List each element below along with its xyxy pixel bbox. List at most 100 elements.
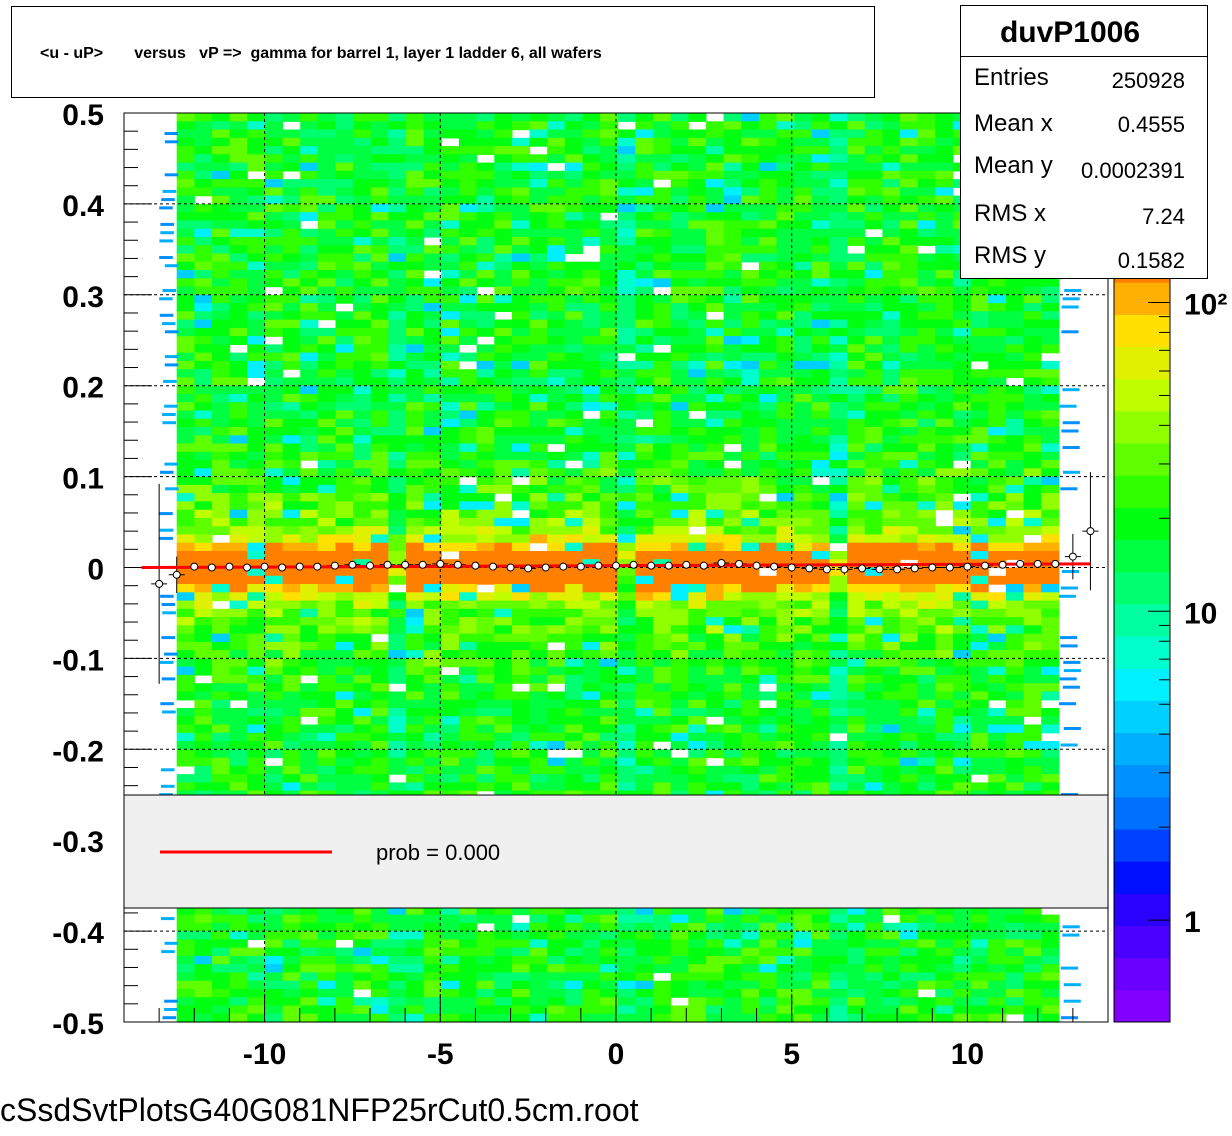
heatmap-cell	[494, 906, 513, 916]
heatmap-cell	[423, 741, 442, 750]
heatmap-cell	[706, 526, 725, 536]
heatmap-cell	[317, 765, 336, 775]
heatmap-cell	[282, 162, 301, 172]
heatmap-cell	[600, 501, 619, 511]
heatmap-cell	[794, 724, 813, 734]
heatmap-cell	[688, 212, 707, 222]
heatmap-cell	[423, 931, 442, 940]
heatmap-cell	[388, 608, 407, 618]
heatmap-cell	[900, 311, 919, 321]
heatmap-cell	[794, 187, 813, 197]
heatmap-cell	[917, 187, 936, 197]
heatmap-cell	[494, 245, 513, 255]
heatmap-cell	[229, 129, 248, 139]
heatmap-cell	[476, 658, 495, 668]
heatmap-cell	[529, 427, 548, 436]
heatmap-cell	[564, 303, 583, 312]
heatmap-cell	[776, 352, 795, 362]
heatmap-cell	[441, 1013, 460, 1023]
heatmap-cell	[494, 344, 513, 354]
heatmap-cell	[935, 724, 954, 734]
heatmap-cell	[741, 674, 760, 684]
heatmap-cell	[494, 286, 513, 296]
heatmap-cell	[864, 997, 883, 1007]
heatmap-cell	[882, 360, 901, 370]
heatmap-cell	[547, 113, 566, 122]
heatmap-cell	[494, 220, 513, 230]
heatmap-cell	[723, 327, 742, 337]
heatmap-cell	[335, 724, 354, 734]
heatmap-cell	[847, 443, 866, 453]
heatmap-cell	[282, 939, 301, 949]
heatmap-cell	[970, 427, 989, 436]
heatmap-cell	[300, 179, 319, 188]
heatmap-cell	[370, 757, 389, 767]
heatmap-cell	[212, 988, 231, 998]
heatmap-cell	[600, 179, 619, 188]
heatmap-cell	[212, 245, 231, 255]
heatmap-cell	[564, 625, 583, 635]
heatmap-cell	[688, 964, 707, 974]
heatmap-cell	[229, 509, 248, 519]
heatmap-cell	[617, 666, 636, 676]
heatmap-cell	[653, 988, 672, 998]
heatmap-cell	[688, 303, 707, 312]
heatmap-cell	[582, 121, 601, 131]
heatmap-cell	[494, 608, 513, 618]
heatmap-cell	[564, 410, 583, 420]
heatmap-cell	[952, 922, 972, 932]
heatmap-cell	[582, 774, 601, 783]
heatmap-cell	[511, 559, 531, 569]
heatmap-cell	[212, 641, 231, 651]
heatmap-cell	[476, 765, 495, 775]
heatmap-cell	[811, 129, 830, 139]
heatmap-cell	[952, 972, 972, 982]
heatmap-cell	[952, 501, 972, 511]
heatmap-cell	[547, 633, 566, 643]
heatmap-cell	[370, 774, 389, 783]
heatmap-cell	[900, 360, 919, 370]
heatmap-cell	[264, 724, 284, 734]
heatmap-cell	[688, 427, 707, 436]
heatmap-cell	[423, 517, 442, 527]
heatmap-cell	[582, 418, 601, 428]
heatmap-cell	[441, 484, 460, 494]
heatmap-cell	[882, 724, 901, 734]
heatmap-cell	[370, 394, 389, 403]
heatmap-cell	[370, 187, 389, 197]
heatmap-cell	[670, 187, 689, 197]
heatmap-cell	[670, 526, 689, 536]
heatmap-cell	[247, 237, 266, 246]
heatmap-cell	[300, 666, 319, 676]
heatmap-cell	[441, 327, 460, 337]
heatmap-cell	[970, 716, 989, 726]
heatmap-cell	[511, 327, 531, 337]
heatmap-cell	[317, 939, 336, 949]
heatmap-cell	[706, 691, 725, 701]
heatmap-cell	[723, 319, 742, 329]
heatmap-cell	[970, 451, 989, 461]
heatmap-cell	[600, 278, 619, 288]
heatmap-cell	[388, 261, 407, 271]
heatmap-cell	[847, 435, 866, 445]
heatmap-cell	[300, 633, 319, 643]
heatmap-cell	[494, 1013, 513, 1023]
heatmap-cell	[353, 195, 372, 205]
heatmap-cell	[564, 641, 583, 651]
heatmap-cell	[917, 650, 936, 659]
heatmap-cell	[511, 732, 531, 742]
heatmap-cell	[758, 377, 778, 387]
heatmap-cell	[635, 608, 654, 618]
heatmap-cell	[741, 493, 760, 502]
heatmap-cell	[459, 625, 478, 635]
heatmap-cell	[600, 137, 619, 147]
heatmap-cell	[741, 468, 760, 478]
heatmap-cell	[353, 947, 372, 957]
heatmap-cell	[617, 195, 636, 205]
heatmap-cell	[635, 294, 654, 304]
heatmap-cell	[194, 203, 213, 213]
heatmap-cell	[229, 385, 248, 395]
heatmap-cell	[952, 757, 972, 767]
heatmap-cell	[988, 360, 1007, 370]
heatmap-cell	[406, 782, 425, 792]
